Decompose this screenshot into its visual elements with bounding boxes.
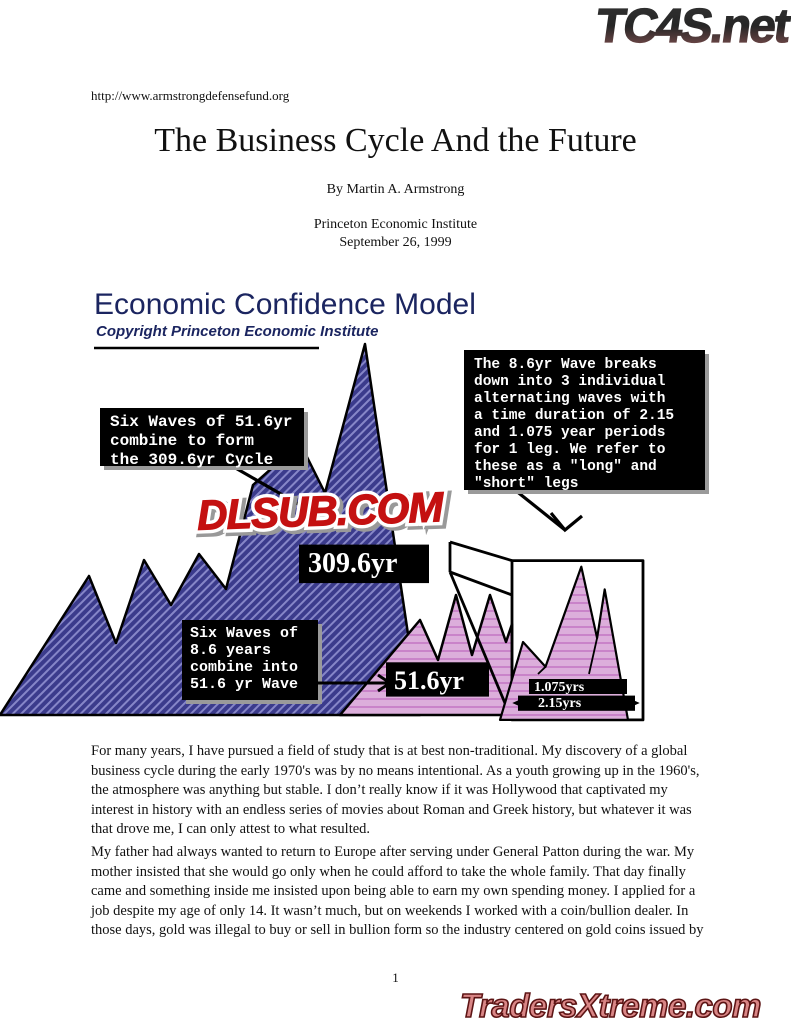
svg-text:combine to form: combine to form (110, 432, 254, 450)
svg-text:The 8.6yr Wave breaks: The 8.6yr Wave breaks (474, 357, 657, 373)
svg-text:2.15yrs: 2.15yrs (538, 696, 582, 711)
svg-text:Copyright Princeton Economic I: Copyright Princeton Economic Institute (96, 323, 379, 340)
svg-text:Six Waves of: Six Waves of (190, 625, 298, 642)
svg-text:down into 3 individual: down into 3 individual (474, 374, 666, 390)
svg-text:for 1 leg. We refer to: for 1 leg. We refer to (474, 442, 666, 458)
svg-text:51.6yr: 51.6yr (394, 666, 464, 695)
svg-text:TC4S.net: TC4S.net (593, 0, 791, 53)
svg-text:309.6yr: 309.6yr (308, 548, 397, 579)
svg-text:Economic Confidence Model: Economic Confidence Model (94, 288, 476, 321)
svg-text:8.6 years: 8.6 years (190, 642, 271, 659)
svg-text:the 309.6yr Cycle: the 309.6yr Cycle (110, 451, 273, 469)
svg-text:TradersXtreme.com: TradersXtreme.com (460, 987, 761, 1024)
svg-text:a time duration of 2.15: a time duration of 2.15 (474, 408, 674, 424)
svg-text:51.6 yr Wave: 51.6 yr Wave (190, 676, 298, 693)
svg-text:Six Waves of 51.6yr: Six Waves of 51.6yr (110, 413, 292, 431)
svg-text:DLSUB.COM: DLSUB.COM (196, 483, 445, 539)
svg-text:"short" legs: "short" legs (474, 476, 578, 492)
svg-text:1.075yrs: 1.075yrs (534, 680, 585, 695)
svg-text:alternating waves with: alternating waves with (474, 391, 665, 407)
svg-text:combine into: combine into (190, 659, 298, 676)
svg-text:and 1.075 year periods: and 1.075 year periods (474, 425, 665, 441)
svg-text:these as a "long" and: these as a "long" and (474, 459, 657, 475)
